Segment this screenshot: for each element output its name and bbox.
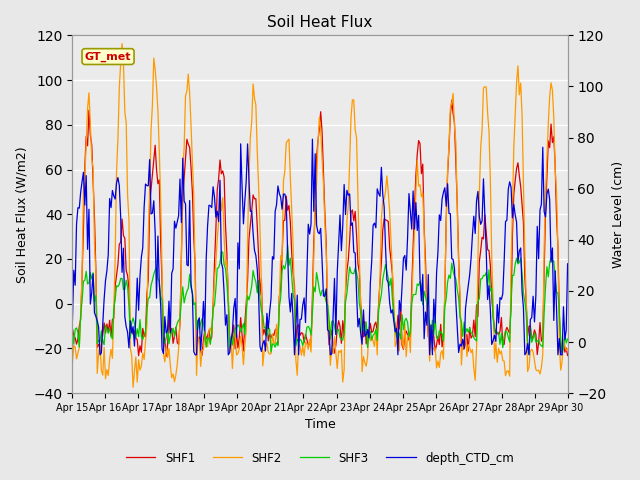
depth_CTD_cm: [96, 352, 104, 358]
SHF1: [539, 334, 547, 340]
depth_CTD_cm: [218, 260, 225, 265]
depth_CTD_cm: [308, 136, 316, 142]
depth_CTD_cm: [243, 179, 250, 184]
depth_CTD_cm: [564, 261, 572, 267]
Y-axis label: Soil Heat Flux (W/m2): Soil Heat Flux (W/m2): [15, 146, 28, 283]
SHF1: [243, 301, 250, 307]
Y-axis label: Water Level (cm): Water Level (cm): [612, 161, 625, 268]
SHF2: [132, 354, 140, 360]
SHF2: [236, 346, 243, 352]
depth_CTD_cm: [234, 240, 242, 246]
depth_CTD_cm: [287, 309, 294, 315]
depth_CTD_cm: [131, 343, 138, 349]
SHF2: [219, 195, 227, 201]
SHF2: [244, 235, 252, 241]
SHF1: [234, 345, 242, 351]
SHF3: [233, 324, 241, 330]
SHF2: [288, 207, 296, 213]
SHF1: [287, 219, 294, 225]
SHF3: [216, 260, 224, 266]
SHF3: [284, 242, 291, 248]
depth_CTD_cm: [68, 318, 76, 324]
depth_CTD_cm: [539, 144, 547, 150]
Line: SHF1: SHF1: [72, 100, 568, 356]
SHF3: [564, 336, 572, 342]
SHF3: [241, 332, 249, 337]
SHF2: [68, 360, 76, 366]
SHF3: [68, 328, 76, 334]
SHF3: [539, 344, 547, 350]
SHF1: [163, 353, 170, 359]
SHF3: [129, 315, 137, 321]
SHF1: [564, 353, 572, 359]
SHF2: [539, 352, 547, 358]
SHF2: [118, 41, 126, 47]
Legend: SHF1, SHF2, SHF3, depth_CTD_cm: SHF1, SHF2, SHF3, depth_CTD_cm: [121, 447, 519, 469]
Text: GT_met: GT_met: [84, 51, 131, 62]
SHF3: [525, 351, 533, 357]
X-axis label: Time: Time: [305, 419, 335, 432]
SHF1: [448, 97, 456, 103]
Line: depth_CTD_cm: depth_CTD_cm: [72, 139, 568, 355]
Line: SHF2: SHF2: [72, 44, 568, 387]
SHF3: [287, 255, 294, 261]
SHF2: [564, 346, 572, 352]
SHF1: [129, 332, 137, 337]
SHF1: [68, 326, 76, 332]
SHF1: [218, 171, 225, 177]
Line: SHF3: SHF3: [72, 245, 568, 354]
SHF2: [129, 384, 137, 390]
Title: Soil Heat Flux: Soil Heat Flux: [268, 15, 372, 30]
